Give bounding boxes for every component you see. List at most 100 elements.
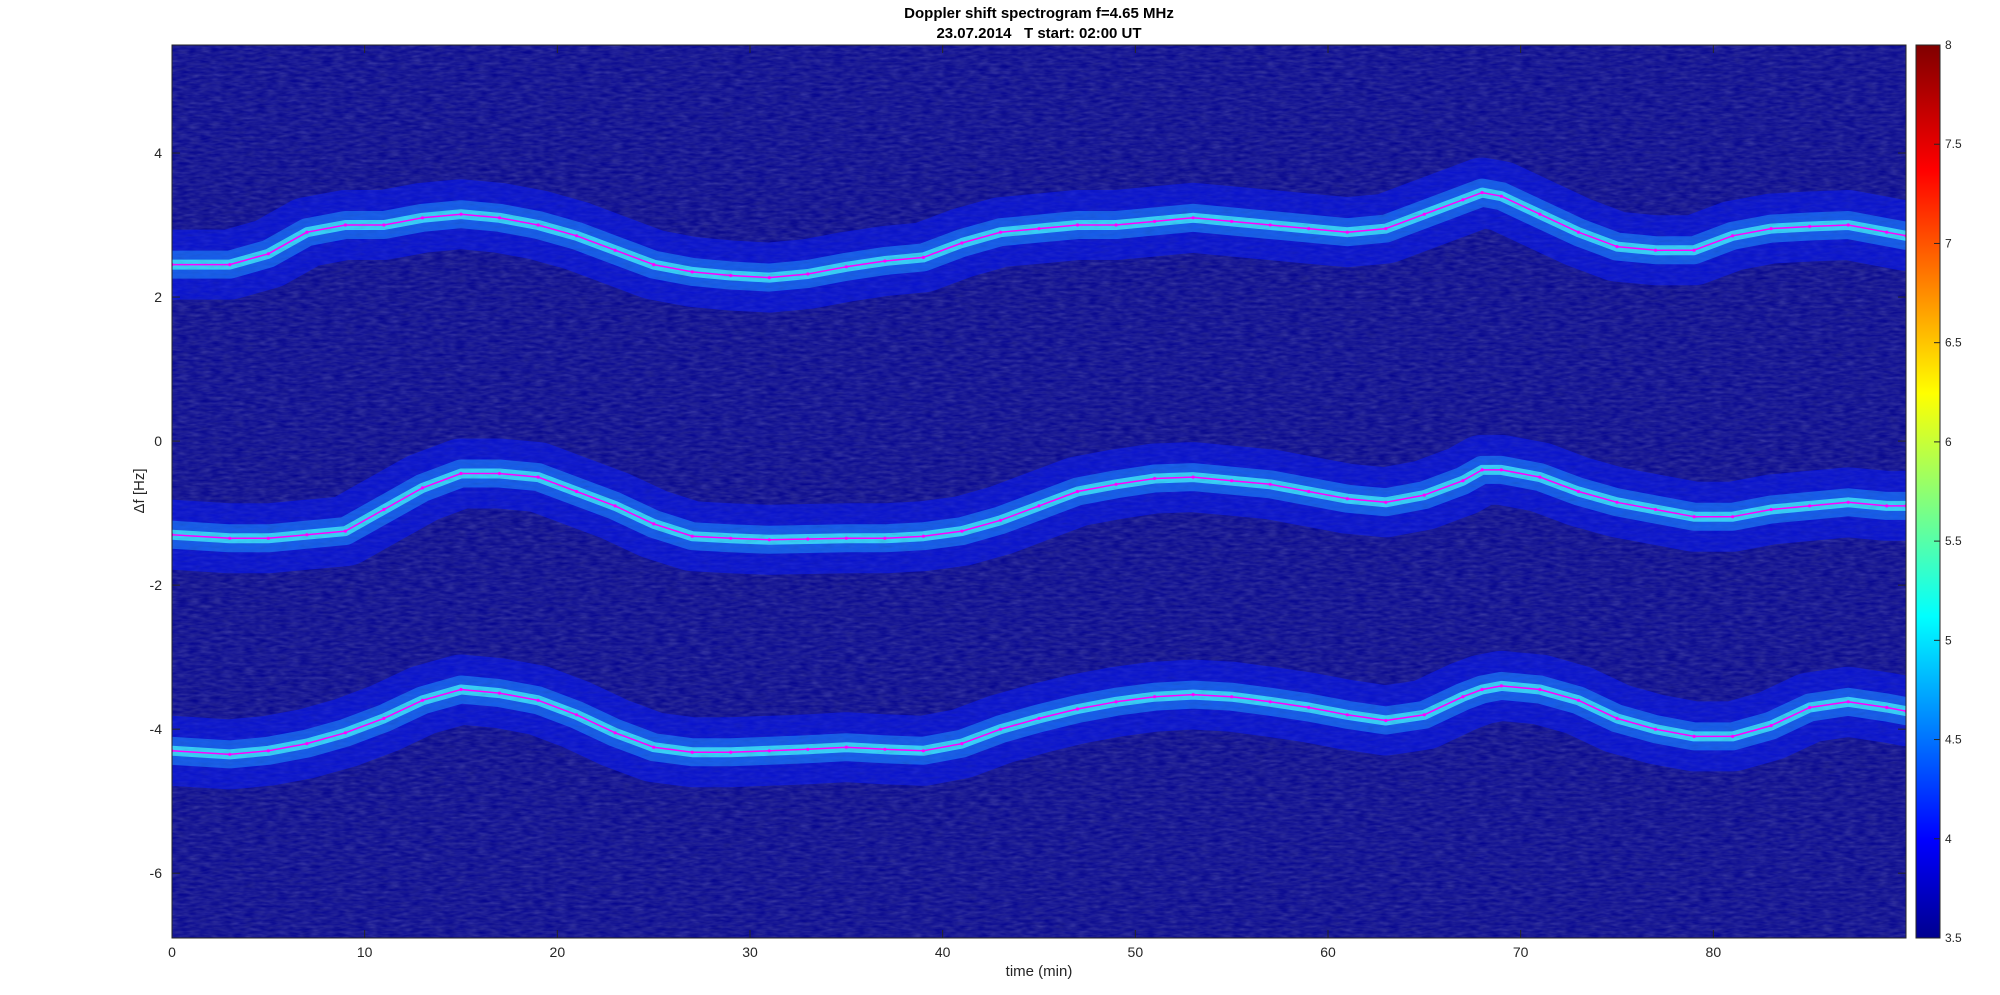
trace-point [1538,475,1542,479]
trace-point [382,507,386,512]
trace-point [613,248,617,252]
colorbar-tick-label: 8 [1945,38,1952,52]
trace-point [960,742,964,746]
colorbar-tick-label: 6 [1945,435,1952,449]
y-tick-label: 0 [154,433,162,449]
trace-point [1114,482,1118,486]
trace-point [1153,219,1157,223]
trace-point [1846,500,1850,504]
trace-point [1268,700,1272,704]
trace-point [690,270,694,274]
x-tick-label: 60 [1320,944,1336,960]
trace-point [497,691,502,695]
trace-point [1731,234,1735,238]
plot-frame [171,44,1907,939]
trace-point [1461,479,1465,483]
colorbar-tick-label: 5.5 [1945,534,1962,548]
trace-point [1692,515,1696,519]
y-tick-label: 4 [154,145,162,161]
colorbar-ticks: 8 7.5 7 6.5 6 5.5 5 4.5 4 3.5 [1934,38,1962,945]
trace-point [228,752,232,757]
trace-point [652,745,656,749]
trace-point [1808,705,1812,710]
trace-point [305,742,309,746]
trace-point [690,534,694,538]
plot-area [171,44,1907,939]
trace-point [767,749,771,753]
trace-point [1037,504,1041,508]
trace-point [1576,698,1581,702]
colorbar-tick-label: 4 [1945,832,1952,846]
y-tick-label: 2 [154,289,162,305]
trace-point [1037,227,1041,231]
x-tick-label: 20 [550,944,566,960]
trace-point [767,276,771,280]
trace-point [459,471,463,476]
x-axis-ticks: 0 10 20 30 40 50 60 70 80 [168,45,1721,960]
trace-point [729,273,733,278]
speckle-bands [172,45,1906,938]
x-tick-label: 70 [1513,944,1529,960]
x-tick-label: 10 [357,944,373,960]
trace-point [497,216,502,220]
trace-point [536,475,540,479]
trace-point [1808,504,1812,508]
trace-point [1461,695,1465,699]
trace-point [1808,224,1812,229]
x-tick-label: 30 [742,944,758,960]
colorbar-tick-label: 3.5 [1945,931,1962,945]
trace-point [1384,500,1388,504]
trace-point [729,750,733,754]
trace-point [1731,734,1735,739]
trace-point [998,230,1003,234]
trace-point [1499,684,1503,688]
x-tick-label: 40 [935,944,951,960]
trace-point [305,533,309,537]
trace-point [690,750,694,754]
trace-point [420,486,425,490]
trace-point [266,252,270,256]
trace-lines [172,191,1906,757]
trace-point [1538,212,1542,216]
trace-point [806,537,810,541]
trace-point [1345,713,1349,717]
trace-point [575,234,579,238]
y-axis-ticks: 4 2 0 -2 -4 -6 [150,145,1906,881]
trace-point [228,536,232,540]
colorbar-tick-label: 7 [1945,236,1952,250]
trace-point [343,529,347,533]
trace-point [228,263,232,267]
colorbar-tick-label: 7.5 [1945,137,1962,151]
trace-point [1885,230,1889,234]
trace-point [921,534,926,538]
trace-point [1846,223,1850,227]
trace-point [921,255,926,259]
trace-point [266,536,270,540]
trace-point [998,518,1003,522]
x-tick-label: 50 [1128,944,1144,960]
y-tick-label: -2 [150,577,163,593]
trace-point [1769,507,1773,512]
trace-point [767,538,771,542]
trace-point [1653,507,1658,512]
trace-point [1191,475,1195,479]
trace-point [1461,198,1465,202]
trace-point [883,536,887,540]
trace-point [343,223,347,227]
trace-point [1307,489,1311,494]
colorbar-gradient [1915,44,1941,939]
trace-point [459,212,463,216]
chart-subtitle: 23.07.2014 T start: 02:00 UT [936,25,1141,42]
trace-point [1230,695,1234,699]
trace-point [497,471,502,476]
trace-point [844,745,848,749]
trace-point [1499,468,1503,472]
trace-point [1345,497,1349,501]
trace-point [1422,212,1426,216]
trace-point [844,265,848,269]
trace-point [844,536,848,540]
trace-point [1480,468,1484,472]
trace-point [1885,504,1889,508]
chart-title: Doppler shift spectrogram f=4.65 MHz [904,5,1174,22]
